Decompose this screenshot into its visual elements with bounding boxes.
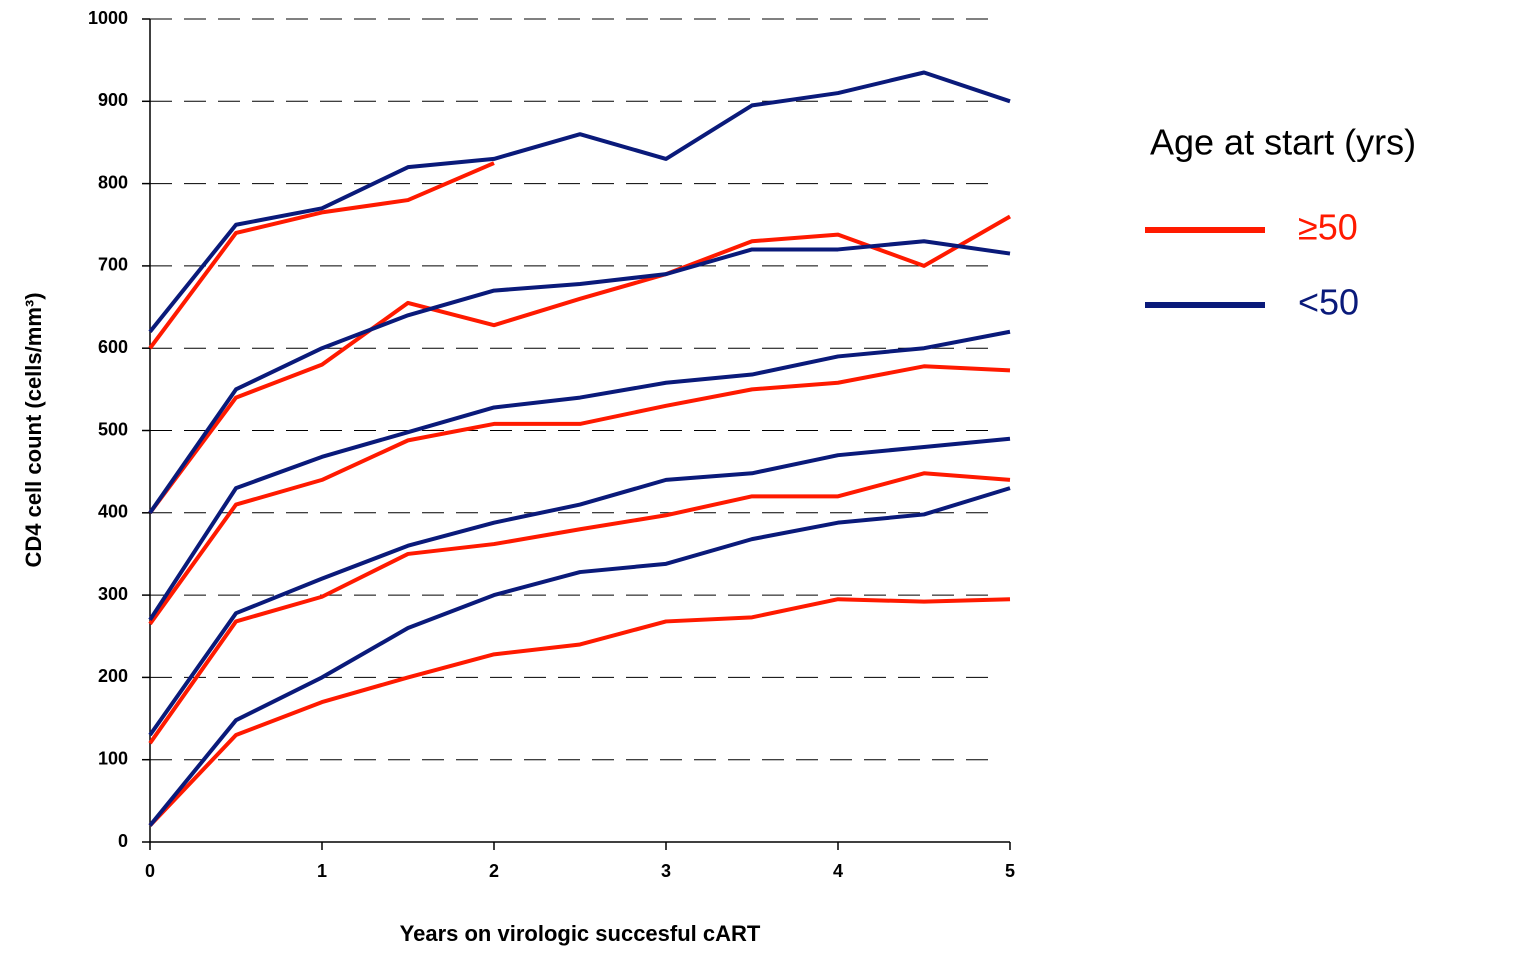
y-tick-label: 800 bbox=[98, 172, 128, 192]
data-line bbox=[148, 70, 1011, 333]
y-tick-label: 900 bbox=[98, 90, 128, 110]
data-line bbox=[148, 486, 1011, 827]
x-tick-label: 2 bbox=[489, 861, 499, 881]
y-tick-label: 500 bbox=[98, 419, 128, 439]
x-tick-label: 4 bbox=[833, 861, 843, 881]
y-tick-label: 0 bbox=[118, 831, 128, 851]
data-line bbox=[148, 364, 1011, 626]
legend-label: ≥50 bbox=[1298, 207, 1358, 248]
x-tick-label: 5 bbox=[1005, 861, 1015, 881]
data-line bbox=[148, 214, 1011, 514]
data-line bbox=[148, 161, 495, 350]
y-axis-label: CD4 cell count (cells/mm³) bbox=[21, 292, 46, 567]
y-tick-label: 100 bbox=[98, 748, 128, 768]
y-tick-label: 300 bbox=[98, 584, 128, 604]
x-tick-label: 0 bbox=[145, 861, 155, 881]
x-axis-label: Years on virologic succesful cART bbox=[400, 921, 761, 946]
legend-label: <50 bbox=[1298, 282, 1359, 323]
y-tick-label: 200 bbox=[98, 666, 128, 686]
x-tick-label: 1 bbox=[317, 861, 327, 881]
data-line bbox=[148, 471, 1011, 745]
data-line bbox=[148, 239, 1011, 514]
data-line bbox=[148, 436, 1011, 737]
data-line bbox=[148, 329, 1011, 621]
data-line bbox=[148, 597, 1011, 827]
y-tick-label: 1000 bbox=[88, 8, 128, 28]
y-tick-label: 400 bbox=[98, 502, 128, 522]
y-tick-label: 700 bbox=[98, 255, 128, 275]
x-tick-label: 3 bbox=[661, 861, 671, 881]
legend-title: Age at start (yrs) bbox=[1150, 122, 1416, 163]
y-tick-label: 600 bbox=[98, 337, 128, 357]
